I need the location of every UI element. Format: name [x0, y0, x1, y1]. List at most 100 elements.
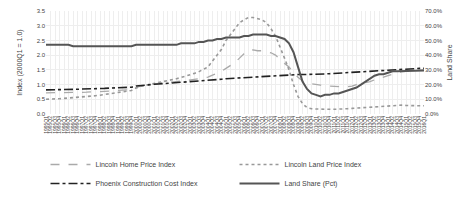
svg-text:2009Q1: 2009Q1: [295, 116, 301, 134]
svg-text:2008Q4: 2008Q4: [290, 116, 296, 134]
svg-text:3.5: 3.5: [37, 8, 46, 14]
svg-text:2010Q2: 2010Q2: [317, 116, 323, 134]
svg-text:2010Q4: 2010Q4: [326, 116, 332, 134]
svg-text:60.0%: 60.0%: [425, 23, 443, 29]
svg-text:2006Q2: 2006Q2: [245, 116, 251, 134]
svg-text:2015Q1: 2015Q1: [403, 116, 409, 134]
svg-text:2007Q2: 2007Q2: [263, 116, 269, 134]
svg-text:50.0%: 50.0%: [425, 38, 443, 44]
svg-text:1996Q1: 1996Q1: [61, 116, 67, 134]
svg-text:2008Q3: 2008Q3: [286, 116, 292, 134]
svg-text:2005Q3: 2005Q3: [232, 116, 238, 134]
svg-text:1997Q2: 1997Q2: [83, 116, 89, 134]
svg-text:2000Q2: 2000Q2: [137, 116, 143, 134]
svg-text:2003Q3: 2003Q3: [196, 116, 202, 134]
svg-text:2002Q2: 2002Q2: [173, 116, 179, 134]
svg-text:1.0: 1.0: [37, 82, 46, 88]
svg-text:2001Q3: 2001Q3: [160, 116, 166, 134]
svg-text:1999Q4: 1999Q4: [128, 116, 134, 134]
svg-text:Land Share (Pct): Land Share (Pct): [285, 180, 338, 188]
svg-text:2000Q3: 2000Q3: [142, 116, 148, 134]
svg-text:2001Q1: 2001Q1: [151, 116, 157, 134]
svg-text:2006Q4: 2006Q4: [254, 116, 260, 134]
svg-text:2012Q2: 2012Q2: [353, 116, 359, 134]
svg-text:1996Q4: 1996Q4: [74, 116, 80, 134]
svg-text:2005Q4: 2005Q4: [236, 116, 242, 134]
svg-text:2012Q3: 2012Q3: [358, 116, 364, 134]
svg-text:2014Q3: 2014Q3: [394, 116, 400, 134]
svg-text:70.0%: 70.0%: [425, 8, 443, 14]
svg-text:2004Q2: 2004Q2: [209, 116, 215, 134]
svg-text:2.5: 2.5: [37, 38, 46, 44]
svg-text:2008Q2: 2008Q2: [281, 116, 287, 134]
svg-text:2016Q1: 2016Q1: [421, 116, 427, 134]
svg-text:1995Q4: 1995Q4: [56, 116, 62, 134]
svg-text:2005Q2: 2005Q2: [227, 116, 233, 134]
svg-text:2002Q4: 2002Q4: [182, 116, 188, 134]
svg-text:2007Q4: 2007Q4: [272, 116, 278, 134]
svg-text:Phoenix Construction Cost Inde: Phoenix Construction Cost Index: [96, 180, 198, 187]
svg-text:Lincoln Land Price Index: Lincoln Land Price Index: [285, 161, 362, 168]
svg-text:2015Q3: 2015Q3: [412, 116, 418, 134]
svg-text:1.5: 1.5: [37, 67, 46, 73]
svg-text:2001Q4: 2001Q4: [164, 116, 170, 134]
svg-text:2009Q2: 2009Q2: [299, 116, 305, 134]
svg-text:3.0: 3.0: [37, 23, 46, 29]
svg-text:2013Q3: 2013Q3: [376, 116, 382, 134]
svg-text:2014Q4: 2014Q4: [398, 116, 404, 134]
svg-text:2015Q4: 2015Q4: [416, 116, 422, 134]
svg-text:1998Q1: 1998Q1: [97, 116, 103, 134]
svg-text:1999Q3: 1999Q3: [124, 116, 130, 134]
svg-text:2008Q1: 2008Q1: [277, 116, 283, 134]
svg-text:2002Q1: 2002Q1: [169, 116, 175, 134]
svg-text:2015Q2: 2015Q2: [407, 116, 413, 134]
svg-text:1996Q3: 1996Q3: [70, 116, 76, 134]
svg-text:1997Q1: 1997Q1: [79, 116, 85, 134]
svg-text:1997Q4: 1997Q4: [92, 116, 98, 134]
svg-text:2003Q1: 2003Q1: [187, 116, 193, 134]
svg-text:2011Q3: 2011Q3: [340, 116, 346, 134]
svg-text:40.0%: 40.0%: [425, 52, 443, 58]
svg-text:2002Q3: 2002Q3: [178, 116, 184, 134]
svg-text:1999Q2: 1999Q2: [119, 116, 125, 134]
svg-text:2011Q4: 2011Q4: [344, 116, 350, 134]
svg-text:1995Q2: 1995Q2: [47, 116, 53, 134]
svg-text:30.0%: 30.0%: [425, 67, 443, 73]
svg-text:1998Q4: 1998Q4: [110, 116, 116, 134]
svg-text:2.0: 2.0: [37, 52, 46, 58]
svg-text:2011Q1: 2011Q1: [331, 116, 337, 134]
svg-text:2012Q1: 2012Q1: [349, 116, 355, 134]
svg-text:1995Q1: 1995Q1: [43, 116, 49, 134]
svg-text:1995Q3: 1995Q3: [52, 116, 58, 134]
svg-text:2013Q4: 2013Q4: [380, 116, 386, 134]
svg-text:2004Q4: 2004Q4: [218, 116, 224, 134]
svg-text:2009Q4: 2009Q4: [308, 116, 314, 134]
svg-text:2004Q3: 2004Q3: [214, 116, 220, 134]
svg-text:1999Q1: 1999Q1: [115, 116, 121, 134]
svg-text:1998Q2: 1998Q2: [101, 116, 107, 134]
svg-text:Land Share: Land Share: [446, 44, 453, 80]
svg-text:0.5: 0.5: [37, 96, 46, 102]
svg-text:2012Q4: 2012Q4: [362, 116, 368, 134]
svg-text:2013Q1: 2013Q1: [367, 116, 373, 134]
svg-text:2011Q2: 2011Q2: [335, 116, 341, 134]
svg-text:2014Q2: 2014Q2: [389, 116, 395, 134]
svg-text:2006Q3: 2006Q3: [250, 116, 256, 134]
svg-text:2000Q1: 2000Q1: [133, 116, 139, 134]
svg-text:Lincoln Home Price Index: Lincoln Home Price Index: [96, 161, 176, 168]
svg-text:2010Q3: 2010Q3: [322, 116, 328, 134]
svg-text:2009Q3: 2009Q3: [304, 116, 310, 134]
svg-text:10.0%: 10.0%: [425, 96, 443, 102]
svg-text:2006Q1: 2006Q1: [241, 116, 247, 134]
svg-text:2007Q1: 2007Q1: [259, 116, 265, 134]
svg-text:0.0: 0.0: [37, 111, 46, 117]
svg-text:Index (2000Q1 = 1.0): Index (2000Q1 = 1.0): [16, 29, 24, 95]
svg-text:2003Q2: 2003Q2: [191, 116, 197, 134]
svg-text:2005Q1: 2005Q1: [223, 116, 229, 134]
svg-text:2010Q1: 2010Q1: [313, 116, 319, 134]
svg-text:2000Q4: 2000Q4: [146, 116, 152, 134]
svg-text:1996Q2: 1996Q2: [65, 116, 71, 134]
svg-text:2014Q1: 2014Q1: [385, 116, 391, 134]
svg-text:2003Q4: 2003Q4: [200, 116, 206, 134]
svg-text:2013Q2: 2013Q2: [371, 116, 377, 134]
